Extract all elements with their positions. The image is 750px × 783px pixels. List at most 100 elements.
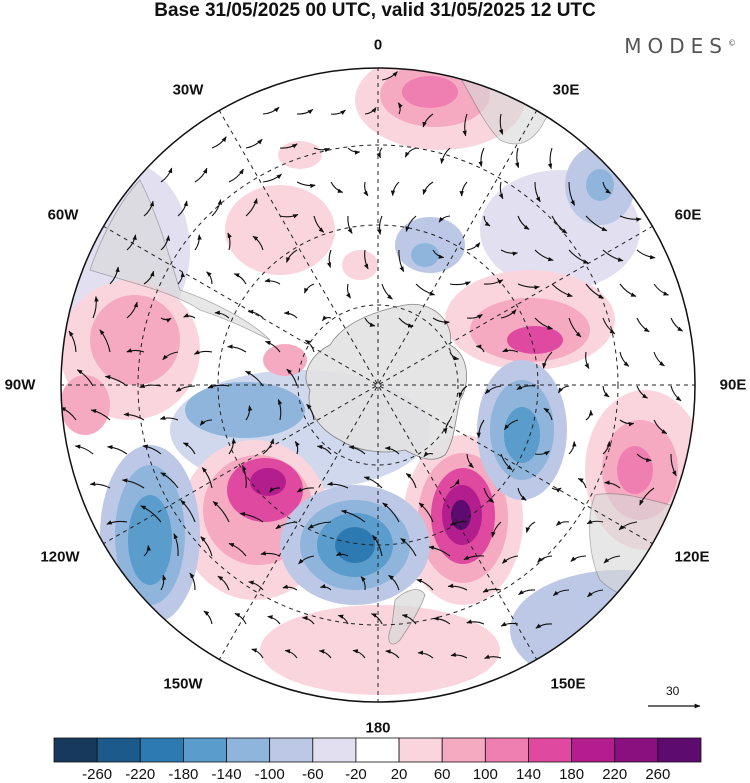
wind-vector bbox=[159, 415, 179, 421]
wind-vector bbox=[143, 200, 155, 217]
wind-vector bbox=[262, 173, 282, 183]
wind-vector bbox=[264, 340, 281, 353]
wind-vector bbox=[211, 199, 222, 217]
wind-vector bbox=[518, 589, 536, 596]
wind-vector bbox=[279, 213, 299, 219]
colorbar-tick-label: -60 bbox=[301, 766, 324, 783]
wind-vector bbox=[109, 266, 120, 285]
wind-vector bbox=[670, 453, 677, 477]
wind-vector bbox=[382, 502, 400, 523]
wind-vector bbox=[301, 615, 315, 625]
wind-vector bbox=[636, 317, 650, 333]
wind-vector bbox=[500, 249, 519, 256]
negative-anomaly-north-central bbox=[395, 217, 465, 273]
wind-vector bbox=[552, 589, 570, 597]
colorbar-tick-label: 180 bbox=[559, 766, 585, 783]
map-title: Base 31/05/2025 00 UTC, valid 31/05/2025… bbox=[154, 0, 596, 21]
wind-vector bbox=[602, 385, 610, 398]
wind-vector bbox=[182, 442, 196, 455]
wind-vector bbox=[245, 138, 263, 149]
wind-vector bbox=[370, 613, 383, 625]
wind-vector bbox=[189, 572, 196, 591]
wind-vector bbox=[347, 147, 361, 155]
colorbar-swatch bbox=[441, 737, 486, 763]
wind-vector bbox=[175, 385, 196, 393]
wind-vector bbox=[284, 649, 298, 659]
colorbar-swatch bbox=[53, 737, 98, 763]
lon-label-150e: 150E bbox=[550, 675, 586, 693]
wind-vector bbox=[534, 181, 541, 203]
colorbar-tick-label: 20 bbox=[390, 766, 408, 783]
wind-vector bbox=[233, 273, 247, 285]
wind-vector bbox=[502, 347, 519, 353]
lon-label-30w: 30W bbox=[172, 81, 204, 99]
wind-vector bbox=[568, 440, 577, 455]
wind-vector bbox=[517, 487, 527, 501]
wind-vector bbox=[279, 143, 298, 149]
wind-vector bbox=[516, 385, 536, 390]
wind-vector bbox=[670, 317, 684, 332]
wind-vector bbox=[449, 478, 460, 489]
wind-vector bbox=[636, 453, 652, 463]
lon-label-0: 0 bbox=[373, 36, 383, 54]
wind-vector bbox=[252, 235, 264, 251]
wind-vector bbox=[99, 329, 111, 353]
colorbar-swatch bbox=[182, 737, 227, 763]
wind-vector bbox=[517, 283, 540, 290]
wind-vector bbox=[200, 536, 213, 557]
wind-vector bbox=[514, 147, 520, 169]
wind-vector bbox=[428, 545, 451, 557]
wind-vector bbox=[316, 444, 332, 455]
lon-label-60w: 60W bbox=[47, 206, 79, 224]
wind-vector bbox=[340, 509, 366, 523]
wind-vector bbox=[534, 249, 554, 262]
wind-vector bbox=[376, 147, 383, 159]
wind-vector bbox=[483, 215, 491, 227]
wind-vector bbox=[385, 649, 400, 659]
colorbar-tick-label: -180 bbox=[168, 766, 199, 783]
negative-anomaly-west-central bbox=[185, 382, 305, 438]
wind-vector bbox=[500, 453, 513, 471]
wind-vector bbox=[262, 106, 280, 115]
wind-vector bbox=[534, 450, 550, 456]
colorbar-swatch bbox=[139, 737, 184, 763]
wind-vector bbox=[416, 578, 434, 591]
wind-vector bbox=[283, 310, 298, 319]
wind-vector bbox=[228, 542, 247, 557]
colorbar-tick-label: -260 bbox=[82, 766, 113, 783]
map-boundary bbox=[60, 67, 696, 703]
colorbar-swatch bbox=[355, 737, 400, 763]
wind-vector bbox=[313, 215, 325, 233]
wind-vector bbox=[570, 555, 587, 562]
wind-vector bbox=[74, 444, 94, 455]
wind-vector bbox=[500, 621, 519, 627]
colorbar-tick-label: 60 bbox=[433, 766, 451, 783]
wind-vector bbox=[282, 584, 298, 591]
wind-vector bbox=[586, 519, 604, 525]
wind-vector bbox=[363, 249, 369, 270]
wind-vector bbox=[537, 555, 553, 563]
wind-vector bbox=[466, 619, 485, 625]
wind-vector bbox=[264, 278, 281, 285]
wind-vector bbox=[160, 317, 172, 323]
wind-vector bbox=[381, 71, 398, 81]
colorbar-swatch bbox=[398, 737, 443, 763]
lon-label-90w: 90W bbox=[4, 376, 36, 394]
wind-vector bbox=[525, 521, 536, 534]
colorbar-swatch bbox=[528, 737, 573, 763]
colorbar-swatch bbox=[657, 737, 702, 763]
wind-vector bbox=[639, 487, 655, 506]
wind-vector bbox=[542, 351, 553, 369]
negative-anomaly-southwest bbox=[100, 445, 200, 625]
wind-vector bbox=[160, 472, 179, 489]
wind-vector bbox=[140, 505, 162, 523]
wind-vector bbox=[162, 351, 179, 361]
wind-vector bbox=[498, 181, 504, 200]
wind-vector bbox=[438, 215, 451, 223]
wind-vector bbox=[326, 249, 332, 269]
wind-vector bbox=[214, 310, 230, 319]
colorbar-tick-label: -140 bbox=[211, 766, 242, 783]
lon-label-30e: 30E bbox=[552, 81, 580, 99]
wind-vector bbox=[360, 576, 366, 591]
lon-label-150w: 150W bbox=[163, 675, 203, 693]
